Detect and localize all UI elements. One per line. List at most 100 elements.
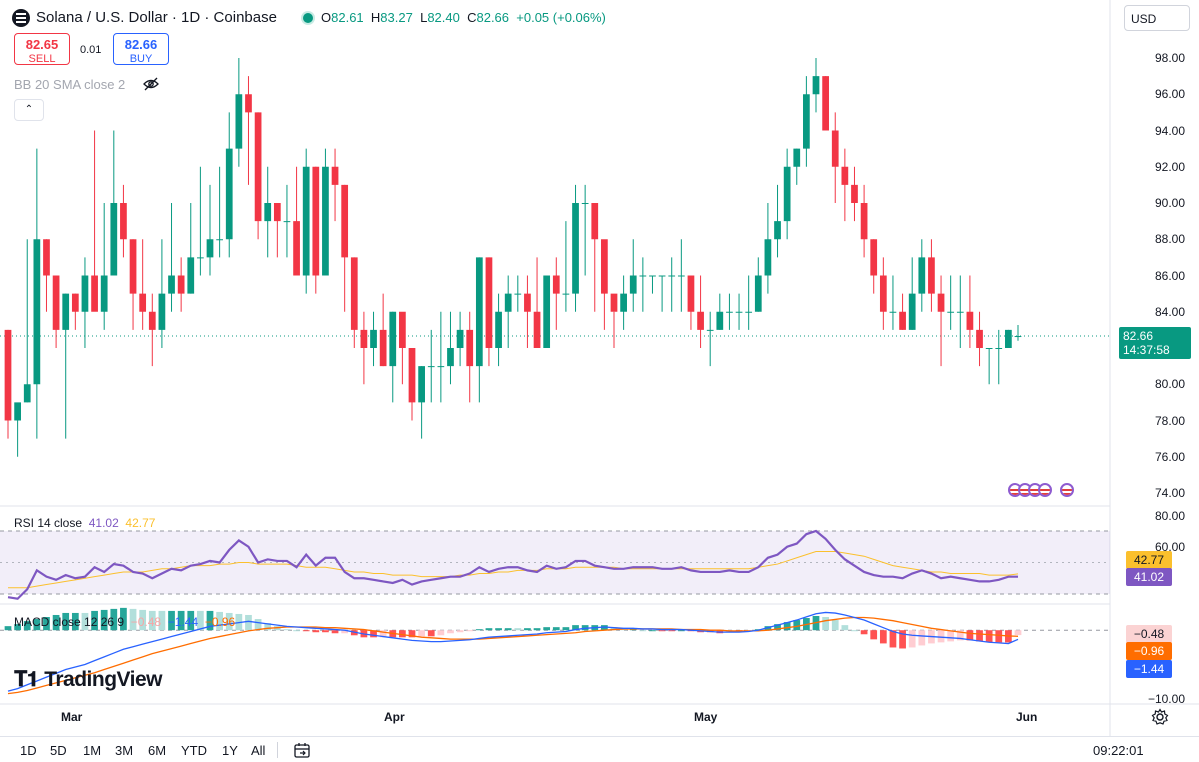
macd-histogram-bar [245, 614, 252, 631]
macd-histogram-bar [408, 630, 416, 638]
range-ytd[interactable]: YTD [181, 743, 207, 758]
macd-histogram-bar [851, 630, 858, 632]
macd-histogram-bar [822, 617, 829, 631]
range-3m[interactable]: 3M [115, 743, 134, 758]
candle-body [206, 239, 214, 258]
macd-histogram-bar [985, 630, 993, 643]
candle-body [543, 275, 551, 348]
calendar-goto-date-icon[interactable] [293, 741, 311, 759]
candle-body [995, 348, 1003, 349]
candle-body [235, 94, 243, 149]
candle-body [908, 293, 916, 330]
candle-body [937, 293, 945, 312]
symbol-title[interactable]: Solana / U.S. Dollar · 1D · Coinbase [36, 9, 277, 26]
macd-histogram-bar [793, 620, 801, 631]
candle-body [745, 311, 753, 313]
currency-select[interactable]: USD [1124, 5, 1190, 31]
macd-histogram-bar [610, 627, 618, 631]
range-1m[interactable]: 1M [83, 743, 102, 758]
macd-histogram-bar [447, 630, 454, 634]
settings-gear-icon[interactable] [1151, 708, 1169, 726]
indicator-legend-bb[interactable]: BB 20 SMA close 2 [14, 77, 126, 92]
macd-histogram-bar [831, 620, 839, 631]
macd-histogram-bar [120, 607, 127, 631]
range-6m[interactable]: 6M [148, 743, 167, 758]
candle-body [1005, 329, 1012, 348]
candle-body [899, 311, 906, 330]
macd-hist-tag: −0.48 [1126, 625, 1172, 643]
candle-body [514, 293, 522, 295]
candle-body [928, 257, 935, 294]
candle-body [774, 221, 781, 240]
range-all[interactable]: All [251, 743, 266, 758]
range-1d[interactable]: 1D [20, 743, 37, 758]
solana-logo-icon [12, 9, 30, 27]
candle-body [947, 311, 955, 313]
candle-body [639, 275, 647, 277]
macd-histogram-bar [110, 608, 118, 631]
candle-body [889, 311, 897, 313]
candle-body [177, 275, 185, 294]
candle-body [976, 329, 983, 348]
collapse-legend-button[interactable]: ⌃ [14, 99, 44, 121]
macd-histogram-bar [43, 617, 50, 631]
macd-histogram-bar [437, 630, 445, 636]
macd-histogram-bar [774, 624, 781, 631]
candle-body [23, 384, 31, 403]
macd-histogram-bar [918, 630, 926, 646]
macd-histogram-bar [129, 608, 137, 631]
macd-histogram-bar [1014, 630, 1022, 636]
price-tick-label: 90.00 [1154, 196, 1185, 210]
candle-body [370, 329, 377, 348]
candle-body [350, 257, 358, 330]
price-tick-label: 94.00 [1154, 123, 1185, 138]
candle-body [966, 311, 974, 330]
macd-histogram-bar [4, 626, 12, 631]
macd-histogram-bar [562, 627, 570, 631]
macd-histogram-bar [649, 630, 656, 632]
range-5d[interactable]: 5D [50, 743, 67, 758]
candle-body [52, 275, 60, 330]
economic-event-flag-icon[interactable] [1038, 483, 1052, 497]
rsi-legend[interactable]: RSI 14 close 41.02 42.77 [14, 516, 156, 530]
candle-body [168, 275, 175, 294]
candle-body [851, 184, 858, 203]
economic-event-flag-icon[interactable] [1060, 483, 1074, 497]
candle-body [485, 257, 493, 348]
candle-body [716, 311, 724, 330]
sell-button[interactable]: 82.65 SELL [14, 33, 70, 65]
macd-histogram-bar [379, 630, 387, 638]
candle-body [360, 329, 368, 348]
rsi-ma-line [8, 550, 1019, 589]
candle-body [322, 166, 329, 276]
macd-histogram-bar [889, 630, 897, 648]
candle-body [312, 166, 320, 276]
candle-body [706, 329, 714, 331]
macd-histogram-bar [629, 629, 637, 631]
spread-value: 0.01 [80, 44, 102, 56]
price-tick-label: 86.00 [1154, 268, 1185, 283]
macd-histogram-bar [976, 630, 983, 642]
macd-histogram-bar [293, 630, 300, 632]
candle-body [197, 257, 204, 259]
candle-body [293, 221, 300, 276]
macd-histogram-bar [543, 627, 551, 631]
eye-hidden-icon[interactable] [142, 75, 160, 93]
candle-body [841, 166, 849, 185]
macd-histogram-bar [879, 630, 887, 644]
macd-histogram-bar [677, 630, 685, 632]
candle-body [524, 293, 531, 312]
buy-button[interactable]: 82.66 BUY [113, 33, 169, 65]
price-tick-label: 78.00 [1154, 413, 1185, 428]
macd-histogram-bar [100, 609, 108, 631]
candle-body [437, 366, 445, 368]
clock: 09:22:01 [1093, 743, 1144, 758]
rsi-tick-60: 60.00 [1154, 540, 1185, 554]
tradingview-logo[interactable]: 𝐓𝟏 TradingView [14, 668, 163, 691]
macd-legend[interactable]: MACD close 12 26 9 −0.48 −1.44 −0.96 [14, 615, 236, 629]
price-tick-label: 96.00 [1154, 87, 1185, 102]
macd-histogram-bar [52, 614, 60, 631]
range-1y[interactable]: 1Y [222, 743, 238, 758]
candle-body [649, 275, 656, 277]
